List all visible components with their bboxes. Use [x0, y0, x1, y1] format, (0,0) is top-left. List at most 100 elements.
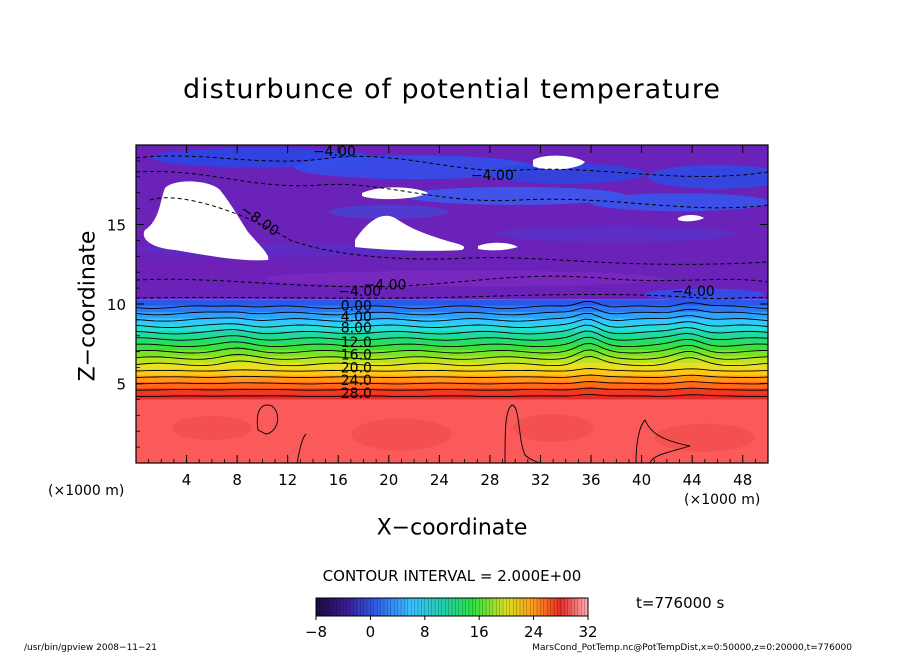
colorbar-tick-label: 24 — [524, 623, 543, 641]
y-axis-ticks: 5 10 15 — [107, 160, 768, 448]
stratified-band — [136, 337, 768, 345]
contour-line — [136, 336, 768, 348]
x-tick-label: 28 — [480, 471, 499, 489]
contour-line — [136, 330, 768, 341]
colorbar-tick-label: 0 — [366, 623, 376, 641]
lower-field-shade — [351, 418, 452, 451]
chart-title: disturbunce of potential temperature — [183, 74, 721, 105]
contour-label: −4.00 — [338, 284, 381, 300]
contour-line — [136, 368, 768, 372]
colorbar-tick-label: 16 — [470, 623, 489, 641]
x-tick-label: 48 — [733, 471, 752, 489]
contour-line — [136, 387, 768, 391]
contour-line — [136, 306, 768, 316]
disturbance-blob — [264, 270, 665, 287]
disturbance-blob — [405, 186, 626, 205]
y-tick-label: 15 — [107, 217, 126, 235]
stratified-band — [136, 362, 768, 370]
colorbar: −8 0 8 16 24 32 — [305, 597, 598, 641]
contour-line — [504, 404, 541, 463]
stratified-band — [136, 299, 768, 307]
stratified-band — [136, 311, 768, 319]
x-tick-label: 20 — [379, 471, 398, 489]
stratified-band — [136, 394, 768, 400]
x-tick-label: 8 — [232, 471, 242, 489]
contour-label: −4.00 — [471, 168, 514, 184]
disturbance-blob — [328, 204, 449, 219]
disturbance-blob — [485, 163, 646, 184]
plot-area — [136, 145, 768, 463]
contour-line — [296, 433, 307, 463]
contour-label: −4.00 — [364, 278, 407, 294]
colorbar-stripes — [319, 598, 585, 616]
missing-value-region — [678, 215, 704, 222]
stratified-band — [136, 350, 768, 357]
contour-line — [136, 374, 768, 378]
x-tick-label: 32 — [531, 471, 550, 489]
missing-value-region — [478, 242, 518, 251]
contour-line — [635, 419, 691, 463]
contour-label: 28.0 — [341, 386, 372, 402]
missing-value-region — [143, 181, 269, 261]
contour-line — [136, 318, 768, 328]
contour-label: 8.00 — [341, 321, 372, 337]
stratified-band — [136, 305, 768, 313]
stratified-band — [136, 331, 768, 338]
stratified-band — [136, 388, 768, 396]
lower-field-shade — [654, 423, 755, 452]
y-tick-label: 10 — [107, 296, 126, 314]
stratified-band — [136, 324, 768, 332]
contour-label: −4.00 — [313, 144, 356, 160]
x-axis-label: X−coordinate — [376, 515, 528, 541]
stratified-band — [136, 318, 768, 326]
contour-line-dashed — [136, 171, 768, 209]
stratified-band — [136, 356, 768, 364]
contour-line — [136, 312, 768, 322]
x-tick-label: 24 — [430, 471, 449, 489]
stratified-band — [136, 369, 768, 377]
x-tick-label: 4 — [182, 471, 192, 489]
disturbance-blob — [136, 263, 292, 276]
missing-value-region — [355, 215, 465, 251]
colorbar-ticks: −8 0 8 16 24 32 — [305, 616, 598, 641]
y-tick-label: 5 — [116, 376, 126, 394]
footer-program-date: /usr/bin/gpview 2008−11−21 — [24, 643, 158, 653]
disturbance-blob — [644, 288, 765, 301]
lower-field-shade — [513, 414, 594, 443]
contour-line — [136, 343, 768, 354]
stratified-band — [136, 381, 768, 389]
contour-label: 4.00 — [341, 309, 372, 325]
x-tick-label: 40 — [632, 471, 651, 489]
colorbar-tick-label: 8 — [420, 623, 430, 641]
time-label: t=776000 s — [636, 594, 725, 612]
contour-label: 0.00 — [341, 298, 372, 314]
contour-line-dashed — [136, 155, 768, 177]
x-tick-label: 12 — [278, 471, 297, 489]
contour-interval-label: CONTOUR INTERVAL = 2.000E+00 — [322, 567, 582, 585]
stratified-band — [136, 375, 768, 383]
lower-field-shade — [171, 416, 252, 441]
disturbance-blob — [294, 155, 535, 180]
contour-label: −4.00 — [672, 284, 715, 300]
x-tick-label: 36 — [581, 471, 600, 489]
x-tick-label: 16 — [329, 471, 348, 489]
contour-line — [136, 349, 768, 360]
contour-line — [136, 356, 768, 367]
contour-line-dashed — [149, 197, 768, 265]
missing-value-region — [362, 187, 428, 200]
disturbance-blob — [589, 193, 768, 212]
missing-value-region — [533, 155, 585, 170]
z-axis-unit: (×1000 m) — [48, 483, 125, 499]
contour-line — [136, 381, 768, 385]
x-tick-label: 44 — [683, 471, 702, 489]
disturbance-blob — [496, 226, 737, 243]
contour-label: 20.0 — [341, 360, 372, 376]
contour-line — [136, 301, 768, 309]
contour-line — [136, 324, 768, 335]
x-axis-ticks: 4 8 12 16 20 24 28 32 36 40 44 48 — [148, 145, 756, 489]
contour-line — [136, 394, 768, 398]
colorbar-tick-label: 32 — [578, 623, 597, 641]
x-axis-unit: (×1000 m) — [684, 492, 761, 508]
contour-line-dashed — [136, 275, 768, 288]
